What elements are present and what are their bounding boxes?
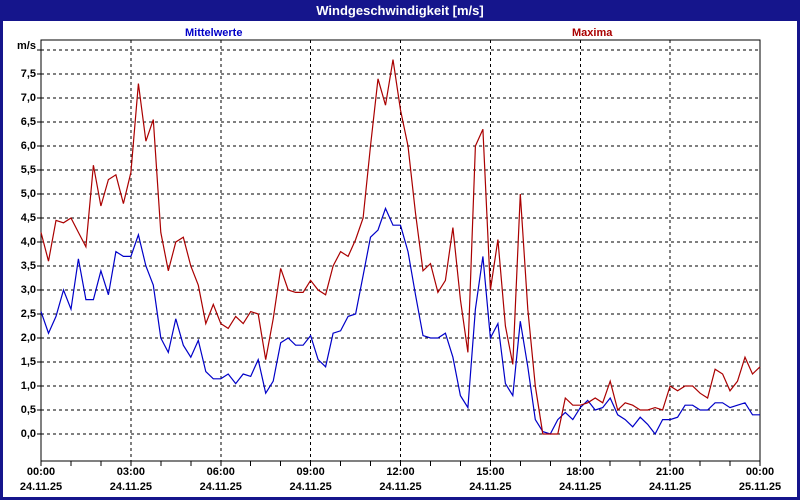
y-tick-label: 5,0 — [20, 188, 36, 200]
y-tick-label: 6,5 — [20, 116, 36, 128]
x-tick-time-label: 06:00 — [206, 466, 235, 478]
x-tick-date-label: 24.11.25 — [19, 481, 63, 493]
x-tick-time-label: 12:00 — [386, 466, 415, 478]
x-tick-date-label: 25.11.25 — [738, 481, 782, 493]
y-tick-label: 6,0 — [20, 140, 36, 152]
plot-border — [40, 39, 761, 462]
y-tick-label: 7,0 — [20, 92, 36, 104]
y-tick-label: 2,5 — [20, 308, 36, 320]
y-tick-label: 1,0 — [20, 380, 36, 392]
y-tick-label: 4,0 — [20, 236, 36, 248]
x-tick-time-label: 15:00 — [476, 466, 505, 478]
series-maxima — [40, 59, 761, 435]
legend-label-maxima: Maxima — [572, 27, 613, 39]
title-bar: Windgeschwindigkeit [m/s] — [0, 0, 800, 21]
page-title: Windgeschwindigkeit [m/s] — [316, 3, 484, 18]
y-tick-label: 0,5 — [20, 404, 36, 416]
y-tick-label: 3,0 — [20, 284, 36, 296]
x-tick-time-label: 03:00 — [116, 466, 145, 478]
y-tick-label: 0,0 — [20, 428, 36, 440]
x-tick-date-label: 24.11.25 — [469, 481, 512, 493]
x-tick-date-label: 24.11.25 — [199, 481, 242, 493]
x-tick-date-label: 24.11.25 — [289, 481, 332, 493]
x-tick-date-label: 24.11.25 — [379, 481, 422, 493]
x-tick-time-label: 09:00 — [296, 466, 325, 478]
y-tick-label: 4,5 — [20, 212, 36, 224]
x-tick-date-label: 24.11.25 — [649, 481, 692, 493]
y-tick-label: 7,5 — [20, 68, 36, 80]
y-tick-label: 1,5 — [20, 356, 36, 368]
x-tick-date-label: 24.11.25 — [559, 481, 602, 493]
y-tick-label: 5,5 — [20, 164, 36, 176]
x-tick-date-label: 24.11.25 — [109, 481, 152, 493]
series-mittelwerte — [40, 206, 760, 436]
x-tick-time-label: 21:00 — [656, 466, 685, 478]
legend-label-mittelwerte: Mittelwerte — [185, 27, 243, 39]
y-tick-label: 3,5 — [20, 260, 36, 272]
x-tick-time-label: 00:00 — [26, 466, 56, 478]
y-axis-unit-label: m/s — [17, 40, 36, 52]
x-tick-time-label: 00:00 — [745, 466, 775, 478]
x-tick-time-label: 18:00 — [566, 466, 595, 478]
y-tick-label: 2,0 — [20, 332, 36, 344]
